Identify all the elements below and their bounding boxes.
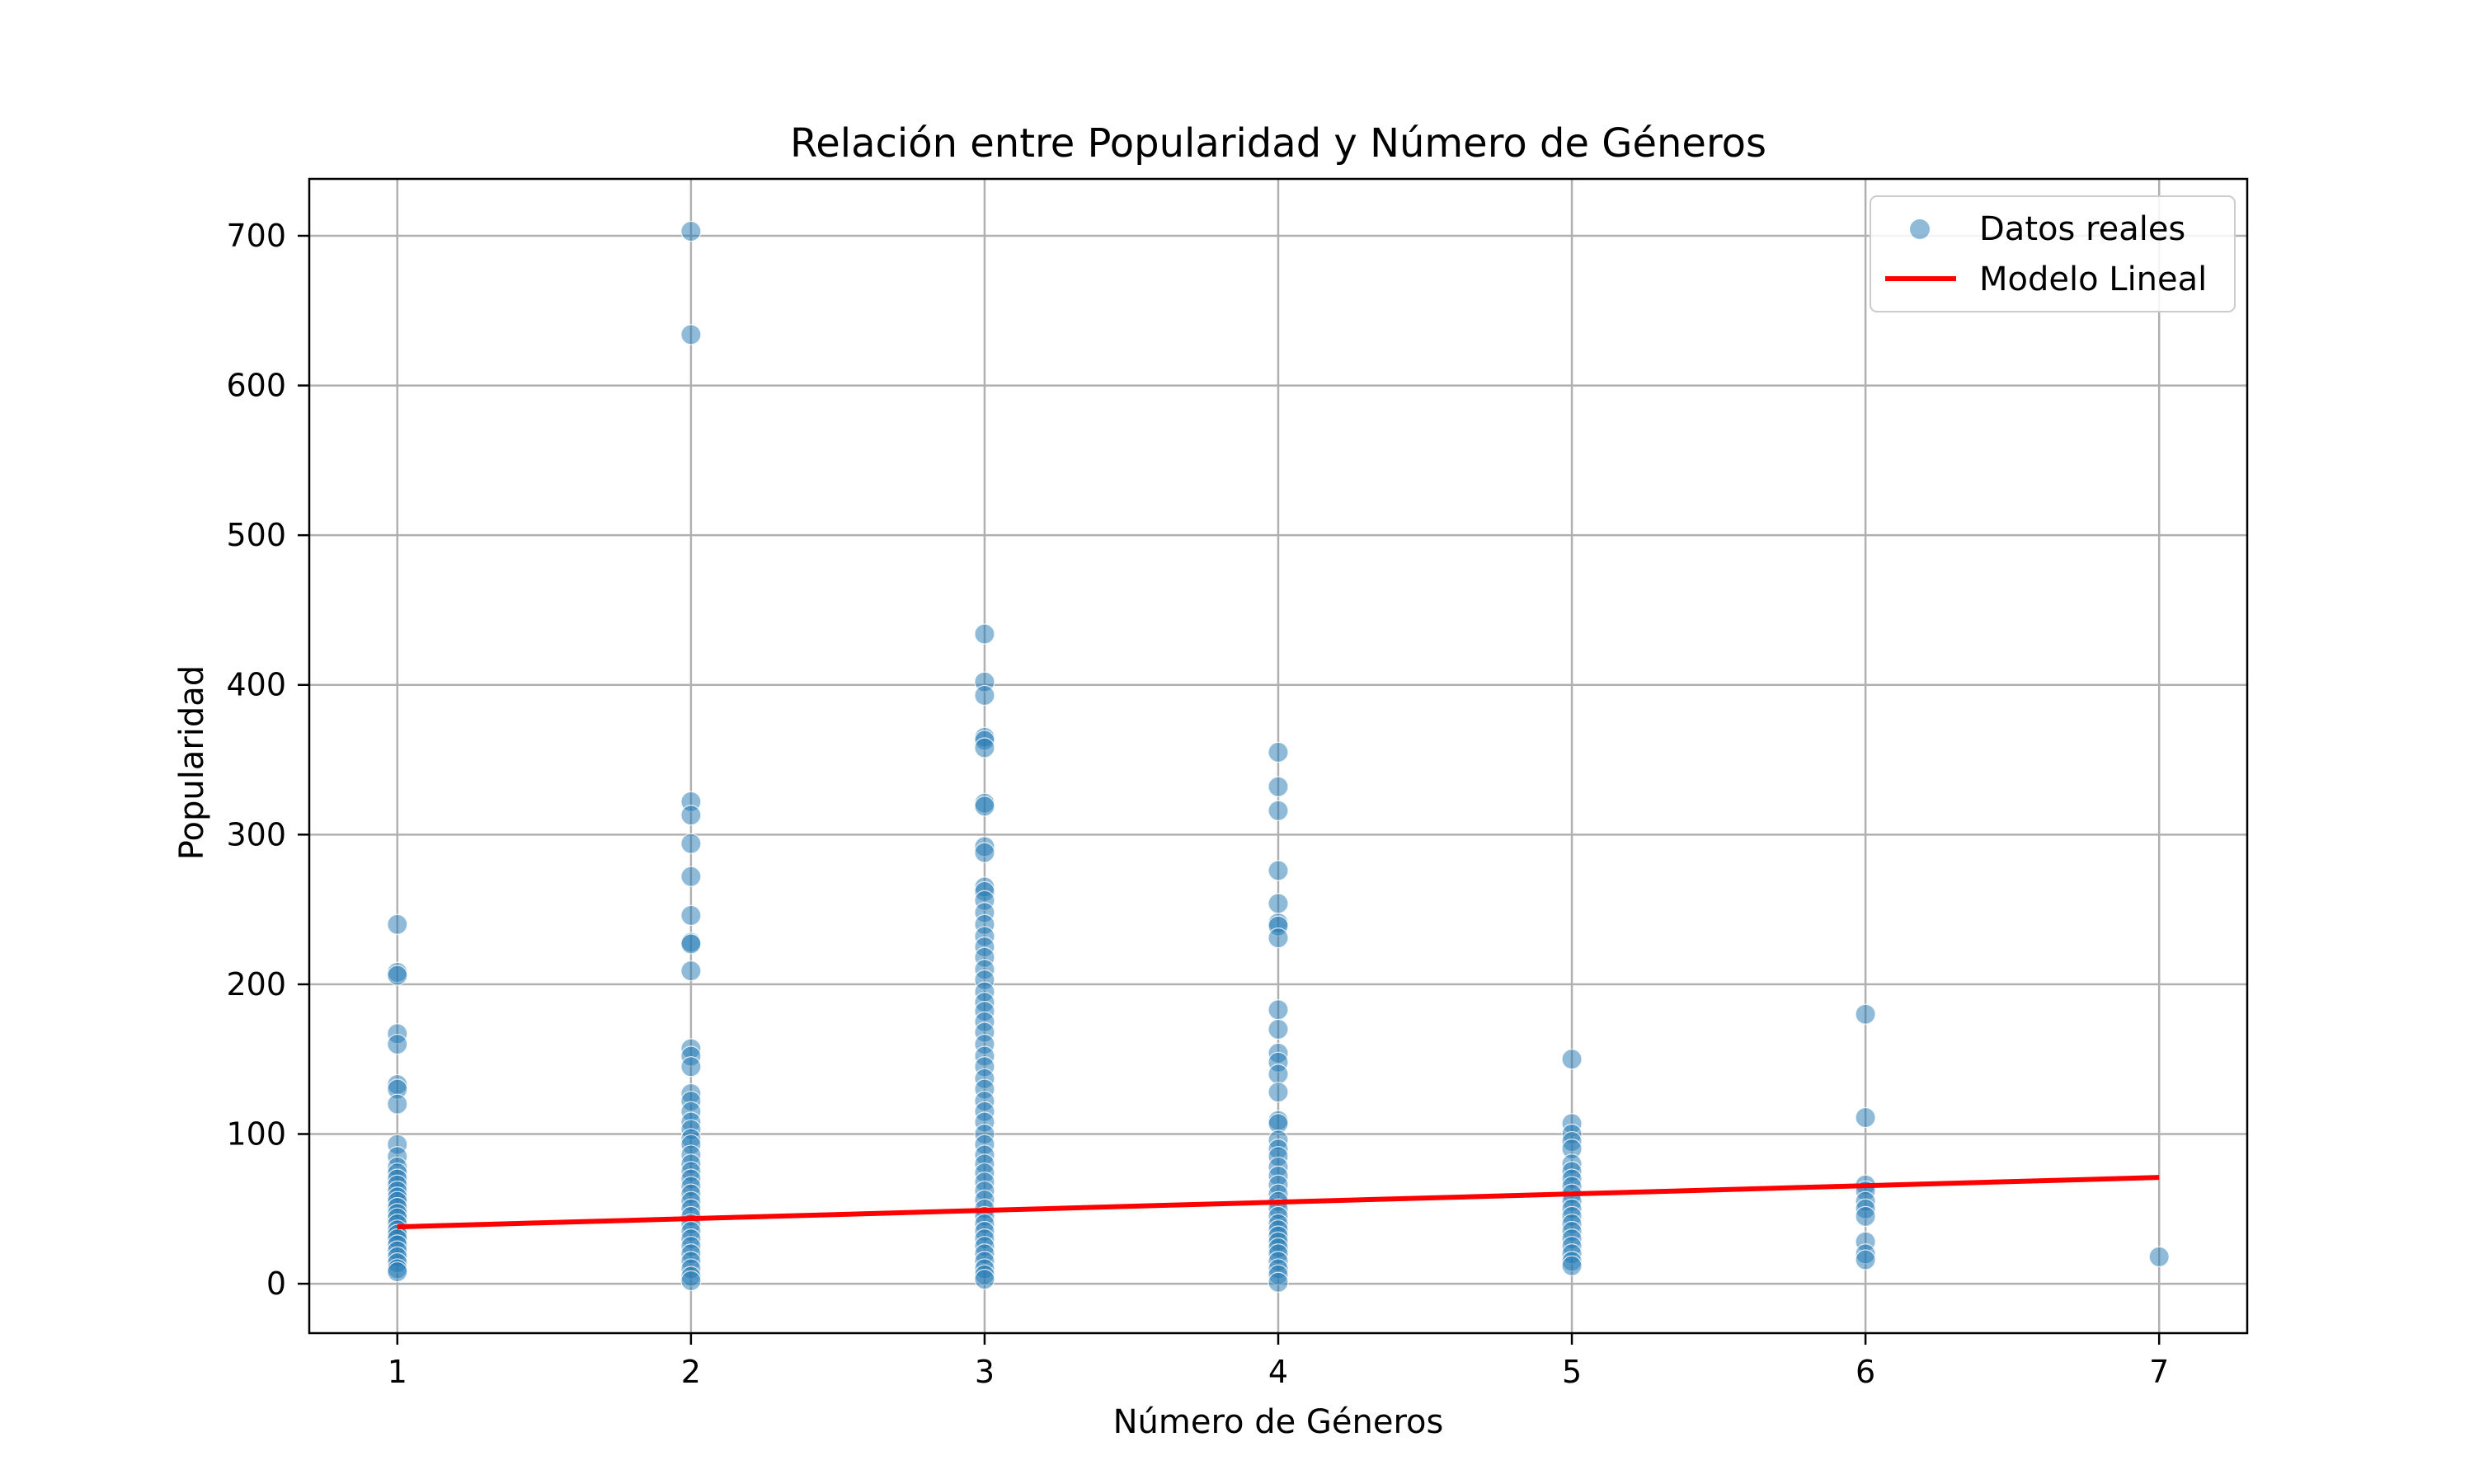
data-point [1268,776,1289,797]
data-point [1855,1205,1876,1227]
data-point [680,833,702,854]
data-point [680,805,702,826]
data-points [387,220,2170,1293]
data-point [974,623,995,645]
data-point [1268,1018,1289,1040]
legend-box [1870,195,2236,312]
data-point [974,842,995,863]
y-tick-label: 0 [266,1266,286,1302]
x-axis-ticks: 1 2 3 4 5 6 7 [388,1333,2169,1390]
x-tick-label: 1 [388,1354,407,1390]
x-axis-label: Número de Géneros [1113,1403,1444,1441]
data-point [974,1269,995,1290]
legend: Datos reales Modelo Lineal [1870,195,2236,312]
data-point [1268,999,1289,1021]
x-tick-label: 3 [975,1354,995,1390]
x-tick-label: 5 [1562,1354,1582,1390]
chart-title: Relación entre Popularidad y Número de G… [790,120,1766,167]
legend-label-datos-reales: Datos reales [1979,210,2185,248]
legend-marker-datos-reales [1910,219,1930,239]
x-tick-label: 6 [1856,1354,1875,1390]
data-point [1855,1003,1876,1025]
data-point [680,866,702,887]
data-point [680,933,702,955]
data-point [1268,741,1289,763]
data-point [387,1033,408,1055]
data-point [387,913,408,935]
x-tick-label: 7 [2149,1354,2169,1390]
y-tick-label: 400 [226,667,286,703]
data-point [680,324,702,345]
data-point [680,1056,702,1078]
legend-label-modelo-lineal: Modelo Lineal [1979,261,2207,298]
y-tick-label: 100 [226,1115,286,1152]
data-point [2148,1246,2170,1267]
data-point [1855,1106,1876,1129]
data-point [974,737,995,758]
data-point [1268,860,1289,881]
y-tick-label: 700 [226,218,286,254]
data-point [1561,1255,1583,1276]
regression-line-group [397,1175,2160,1230]
data-point [680,904,702,926]
data-point [1268,1271,1289,1293]
data-point [1561,1049,1583,1070]
data-point [680,1270,702,1292]
data-point [680,960,702,982]
data-point [680,220,702,242]
x-tick-label: 4 [1268,1354,1288,1390]
grid-lines [309,179,2247,1333]
data-point [1268,893,1289,914]
y-tick-label: 500 [226,517,286,553]
y-tick-label: 300 [226,816,286,852]
y-tick-label: 600 [226,368,286,404]
data-point [1855,1249,1876,1270]
regression-line [397,1175,2160,1230]
data-point [1268,928,1289,949]
data-point [1268,800,1289,821]
y-axis-ticks: 0 100 200 300 400 500 600 700 [226,218,309,1302]
data-point [387,1093,408,1115]
y-tick-label: 200 [226,966,286,1003]
y-axis-label: Popularidad [173,665,211,860]
data-point [387,1261,408,1283]
data-point [1268,1064,1289,1085]
x-tick-label: 2 [681,1354,701,1390]
data-point [1268,1082,1289,1103]
data-point [974,684,995,707]
data-point [974,796,995,817]
data-point [387,965,408,986]
